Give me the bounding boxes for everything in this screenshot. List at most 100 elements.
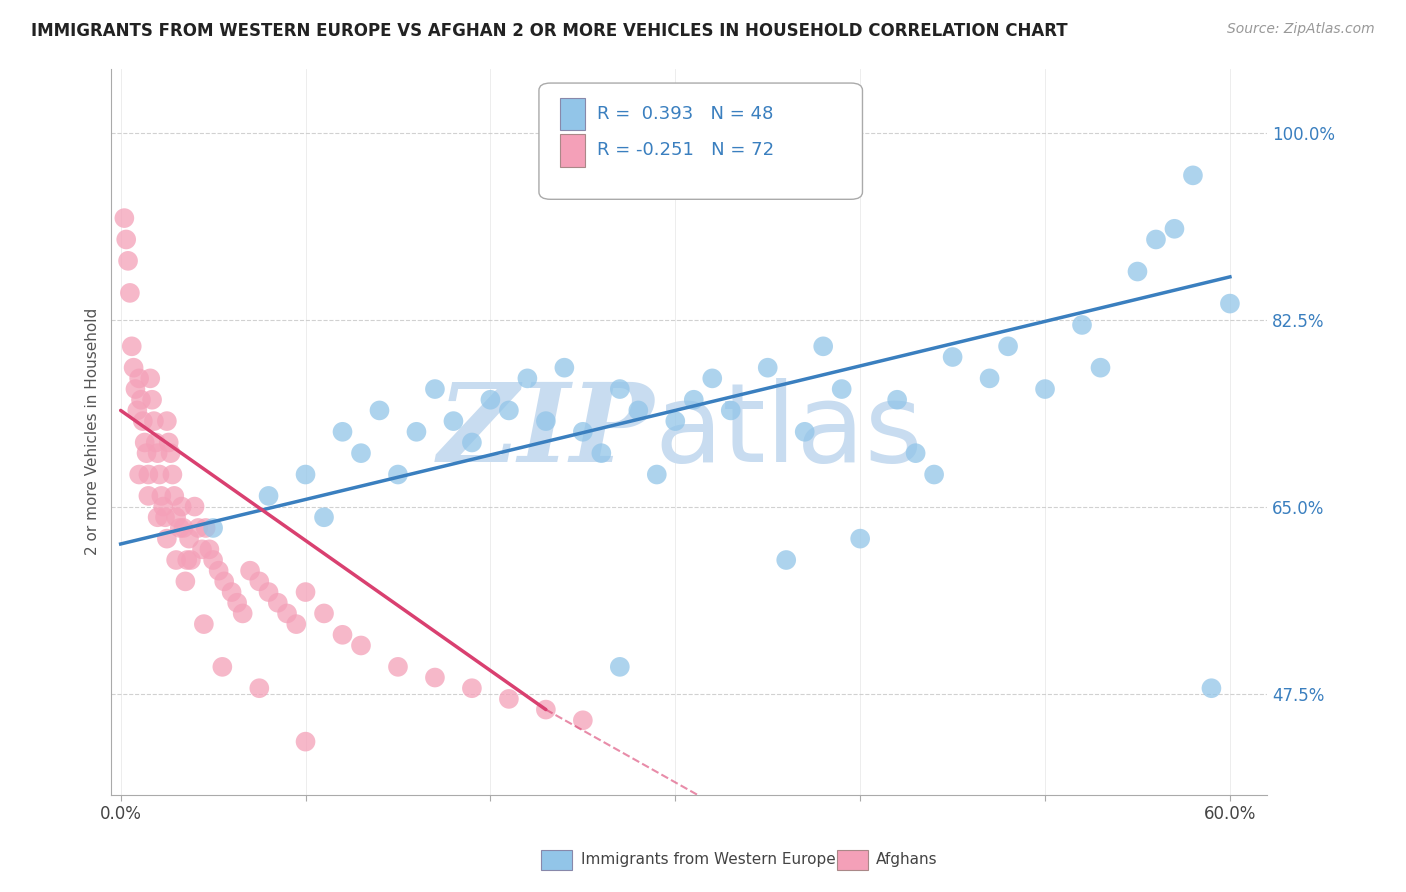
- Point: [257, 585, 280, 599]
- Point: [942, 350, 965, 364]
- Point: [756, 360, 779, 375]
- Point: [312, 510, 335, 524]
- Point: [193, 617, 215, 632]
- Point: [212, 574, 235, 589]
- Point: [139, 371, 162, 385]
- Point: [276, 607, 298, 621]
- Point: [141, 392, 163, 407]
- Point: [1201, 681, 1223, 696]
- FancyBboxPatch shape: [560, 97, 585, 130]
- Point: [169, 521, 191, 535]
- Point: [627, 403, 650, 417]
- Point: [498, 403, 520, 417]
- Point: [156, 532, 179, 546]
- Point: [775, 553, 797, 567]
- Text: Immigrants from Western Europe: Immigrants from Western Europe: [581, 853, 835, 867]
- Point: [118, 285, 141, 300]
- Point: [247, 574, 270, 589]
- Point: [1219, 296, 1241, 310]
- Point: [849, 532, 872, 546]
- Point: [122, 360, 145, 375]
- Point: [904, 446, 927, 460]
- Point: [146, 446, 169, 460]
- Point: [534, 414, 557, 428]
- Point: [128, 371, 150, 385]
- Point: [134, 435, 156, 450]
- Point: [150, 489, 173, 503]
- Point: [132, 414, 155, 428]
- Point: [202, 553, 225, 567]
- Point: [479, 392, 502, 407]
- Point: [572, 425, 595, 439]
- Text: atlas: atlas: [654, 378, 922, 485]
- Point: [793, 425, 815, 439]
- Point: [239, 564, 262, 578]
- Point: [257, 489, 280, 503]
- Point: [285, 617, 308, 632]
- Point: [138, 467, 160, 482]
- Point: [350, 639, 373, 653]
- Point: [128, 467, 150, 482]
- Point: [202, 521, 225, 535]
- Point: [177, 532, 200, 546]
- Point: [1126, 264, 1149, 278]
- Point: [170, 500, 193, 514]
- Point: [609, 660, 631, 674]
- Point: [553, 360, 575, 375]
- Point: [208, 564, 231, 578]
- Point: [165, 510, 187, 524]
- Point: [138, 489, 160, 503]
- Point: [142, 414, 165, 428]
- Point: [124, 382, 146, 396]
- Text: R =  0.393   N = 48: R = 0.393 N = 48: [596, 105, 773, 123]
- Point: [232, 607, 254, 621]
- Point: [294, 734, 316, 748]
- Point: [368, 403, 391, 417]
- Point: [135, 446, 157, 460]
- Text: IMMIGRANTS FROM WESTERN EUROPE VS AFGHAN 2 OR MORE VEHICLES IN HOUSEHOLD CORRELA: IMMIGRANTS FROM WESTERN EUROPE VS AFGHAN…: [31, 22, 1067, 40]
- Point: [387, 660, 409, 674]
- Point: [332, 425, 354, 439]
- Point: [198, 542, 221, 557]
- FancyBboxPatch shape: [538, 83, 862, 199]
- Point: [645, 467, 668, 482]
- Point: [997, 339, 1019, 353]
- Point: [1144, 232, 1167, 246]
- Point: [332, 628, 354, 642]
- Point: [211, 660, 233, 674]
- Point: [117, 253, 139, 268]
- Point: [183, 500, 205, 514]
- Point: [294, 585, 316, 599]
- Point: [831, 382, 853, 396]
- Point: [534, 703, 557, 717]
- Point: [1090, 360, 1112, 375]
- Point: [153, 510, 176, 524]
- Point: [163, 489, 186, 503]
- Point: [886, 392, 908, 407]
- Text: ZIP: ZIP: [437, 378, 654, 485]
- Point: [312, 607, 335, 621]
- Text: Afghans: Afghans: [876, 853, 938, 867]
- Point: [720, 403, 742, 417]
- Point: [176, 553, 198, 567]
- Point: [609, 382, 631, 396]
- Point: [1163, 221, 1185, 235]
- Point: [162, 467, 184, 482]
- Point: [682, 392, 704, 407]
- Point: [498, 692, 520, 706]
- Point: [1033, 382, 1056, 396]
- Point: [165, 553, 187, 567]
- Point: [461, 681, 484, 696]
- Point: [174, 574, 197, 589]
- Point: [350, 446, 373, 460]
- Point: [191, 542, 214, 557]
- Point: [405, 425, 427, 439]
- Point: [112, 211, 135, 226]
- Point: [811, 339, 834, 353]
- Y-axis label: 2 or more Vehicles in Household: 2 or more Vehicles in Household: [86, 308, 100, 556]
- Point: [423, 671, 446, 685]
- Point: [247, 681, 270, 696]
- Point: [443, 414, 465, 428]
- FancyBboxPatch shape: [560, 134, 585, 167]
- Point: [173, 521, 195, 535]
